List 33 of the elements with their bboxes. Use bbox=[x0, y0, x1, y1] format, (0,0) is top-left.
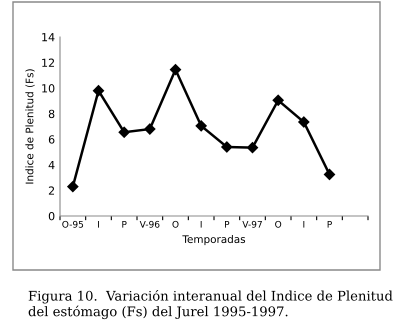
point bbox=[246, 142, 258, 154]
y-tick-label: 10 bbox=[42, 84, 54, 93]
x-tick-label: I bbox=[98, 221, 99, 228]
point bbox=[170, 64, 182, 76]
point bbox=[92, 85, 104, 96]
x-tick-label: P bbox=[224, 221, 230, 228]
point bbox=[324, 168, 336, 180]
x-tick-label: O bbox=[275, 220, 282, 228]
y-tick-label: 0 bbox=[48, 212, 54, 220]
point bbox=[196, 120, 207, 132]
x-tick-label: I bbox=[303, 221, 304, 228]
point bbox=[272, 94, 284, 106]
x-tick-label: I bbox=[200, 221, 202, 228]
point bbox=[144, 123, 156, 135]
x-tick-label: V-96 bbox=[140, 220, 160, 228]
y-tick-label: 4 bbox=[48, 160, 55, 170]
x-tick-label: P bbox=[122, 221, 127, 228]
x-tick-label: O-95 bbox=[62, 220, 84, 228]
y-tick-label: 2 bbox=[48, 186, 54, 195]
x-tick-label: O bbox=[172, 220, 179, 228]
y-tick-label: 14 bbox=[42, 33, 55, 42]
y-tick-label: 8 bbox=[48, 110, 54, 118]
point bbox=[221, 141, 232, 153]
x-tick-label: P bbox=[328, 221, 332, 228]
point bbox=[67, 180, 78, 192]
text: Figura 10. Variación interanual del Indice de Plenitud del estómago (Fs) del Jurel 1995-1997. bbox=[28, 290, 393, 320]
y-tick-label: 6 bbox=[48, 135, 54, 144]
y-axis-title: Indice de Plenitud (Fs) bbox=[25, 69, 35, 184]
y-tick-label: 12 bbox=[42, 58, 54, 67]
x-axis-title: Temporadas bbox=[182, 235, 246, 246]
point bbox=[118, 126, 130, 138]
x-tick-label: V-97 bbox=[242, 220, 262, 228]
point bbox=[298, 116, 310, 128]
